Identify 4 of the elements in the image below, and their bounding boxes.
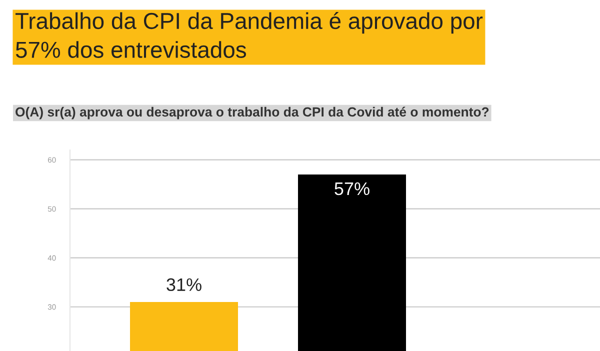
chart-subtitle: O(A) sr(a) aprova ou desaprova o trabalho da CPI da Covid até o momento? <box>16 106 489 120</box>
data-label: 57% <box>334 182 370 196</box>
data-label: 31% <box>166 278 202 292</box>
chart-title: Trabalho da CPI da Pandemia é aprovado por 57% dos entrevistados <box>16 12 483 58</box>
